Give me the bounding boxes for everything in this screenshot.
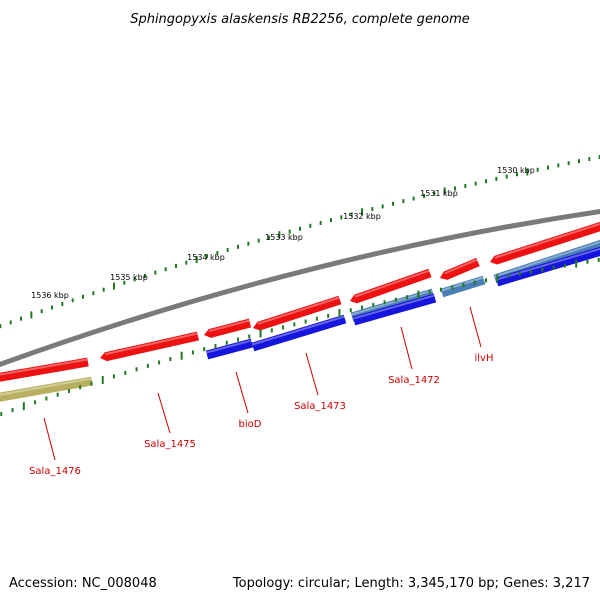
kbp-label: 1534 kbp — [187, 253, 225, 262]
feature-highlight — [105, 332, 198, 356]
gene-feature-sala-1475 — [100, 331, 199, 362]
gene-feature-sala-1476 — [0, 376, 93, 402]
gene-leader-line — [43, 417, 56, 461]
gene-feature-ilvh-top — [440, 257, 480, 280]
feature-highlight — [444, 258, 478, 275]
gene-features — [0, 221, 600, 402]
gene-feature-sala-1473 — [251, 314, 347, 352]
feature-highlight — [0, 377, 92, 396]
feature-highlight — [206, 339, 252, 354]
feature-body — [251, 314, 347, 352]
gene-label: ilvH — [475, 353, 494, 364]
feature-highlight — [440, 276, 484, 292]
feature-highlight — [208, 319, 250, 333]
feature-highlight — [353, 294, 435, 320]
feature-highlight — [494, 222, 600, 259]
feature-highlight — [0, 358, 88, 376]
inner-scale-ticks — [0, 257, 600, 417]
feature-body — [490, 221, 600, 265]
feature-highlight — [251, 315, 345, 346]
gene-feature-sala-1476-top — [0, 357, 89, 382]
gene-feature-sala-1473-top — [253, 295, 342, 331]
feature-highlight — [354, 269, 430, 298]
feature-body — [0, 357, 89, 382]
gene-leader-line — [400, 326, 413, 370]
feature-body — [495, 246, 600, 287]
kbp-label: 1531 kbp — [420, 189, 458, 198]
summary-text: Topology: circular; Length: 3,345,170 bp… — [232, 576, 590, 591]
backbone-line — [0, 208, 600, 368]
feature-body — [204, 318, 252, 338]
feature-body — [352, 293, 437, 326]
kbp-label: 1533 kbp — [265, 233, 303, 242]
gene-leader-line — [157, 392, 171, 434]
gene-leader-line — [235, 371, 249, 414]
feature-body — [205, 338, 254, 360]
feature-body — [440, 257, 480, 280]
accession-text: Accession: NC_008048 — [9, 576, 157, 591]
gene-leader-line — [305, 352, 319, 396]
kbp-label: 1535 kbp — [110, 273, 148, 282]
gene-leader-line — [469, 306, 482, 348]
gene-label: Sala_1476 — [29, 466, 81, 477]
kbp-label: 1532 kbp — [343, 212, 381, 221]
kbp-label: 1536 kbp — [31, 291, 69, 300]
gene-feature-sala-1472 — [352, 293, 437, 326]
gene-labels: Sala_1476 Sala_1475 bioD Sala_1473 Sala_1472… — [29, 306, 494, 477]
map-title: Sphingopyxis alaskensis RB2256, complete… — [130, 12, 470, 27]
gene-feature-right-c — [495, 246, 600, 287]
gene-feature-biod — [205, 338, 254, 360]
gene-feature-right-a — [490, 221, 600, 265]
feature-body — [0, 376, 93, 402]
feature-highlight — [257, 296, 340, 325]
gene-label: bioD — [239, 419, 262, 430]
feature-highlight — [493, 240, 600, 278]
outer-scale-ticks — [0, 155, 600, 329]
feature-body — [100, 331, 199, 362]
backbone — [0, 208, 600, 368]
feature-body — [350, 268, 432, 304]
feature-highlight — [496, 247, 600, 281]
kbp-scale-labels: 1536 kbp 1535 kbp 1534 kbp 1533 kbp 1532 kbp… — [31, 166, 535, 300]
gene-feature-sala-1472-top — [350, 268, 432, 304]
gene-label: Sala_1472 — [388, 375, 440, 386]
kbp-label: 1530 kbp — [497, 166, 535, 175]
gene-feature-biod-a — [204, 318, 252, 338]
feature-body — [253, 295, 342, 331]
gene-label: Sala_1475 — [144, 439, 196, 450]
gene-label: Sala_1473 — [294, 401, 346, 412]
